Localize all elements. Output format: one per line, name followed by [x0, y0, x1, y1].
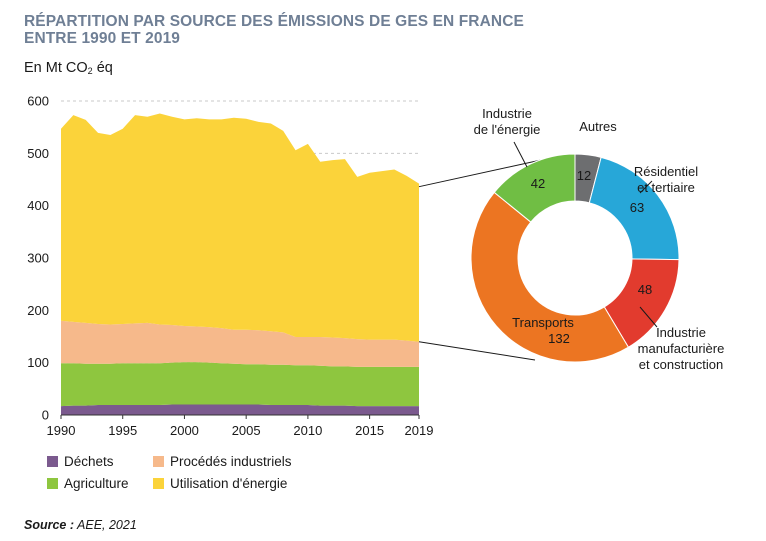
donut-value-industrie_energie: 42: [531, 176, 545, 191]
legend-swatch-dechets: [47, 455, 58, 467]
leader-line-residentiel: [639, 180, 653, 194]
area-series-procedes: [61, 320, 419, 367]
donut-label-transports: Transports: [512, 315, 574, 330]
legend-item-dechets: Déchets: [47, 453, 153, 469]
donut-label-residentiel: Résidentiel et tertiaire: [634, 164, 698, 195]
donut-labels: 12 63 48 132 42 Autres Résidentiel et tertiaire…: [474, 106, 725, 372]
legend-label-agriculture: Agriculture: [64, 475, 129, 491]
donut-label-industrie_manuf: Industrie manufacturière et construction: [638, 325, 725, 372]
legend-swatch-energie: [153, 477, 164, 489]
donut-value-transports: 132: [548, 331, 570, 346]
y-tick-label-200: 200: [27, 303, 49, 318]
legend-item-energie: Utilisation d'énergie: [153, 475, 333, 491]
x-tick-label-1995: 1995: [108, 423, 137, 438]
legend-label-energie: Utilisation d'énergie: [170, 475, 288, 491]
connector-lines: [418, 159, 542, 361]
y-tick-label-400: 400: [27, 198, 49, 213]
x-tick-label-2015: 2015: [355, 423, 384, 438]
y-tick-label-500: 500: [27, 146, 49, 161]
x-tick-label-2010: 2010: [293, 423, 322, 438]
x-tick-label-2019: 2019: [405, 423, 434, 438]
unit-label: En Mt CO2 éq: [24, 60, 113, 76]
x-tick-label-2000: 2000: [170, 423, 199, 438]
stacked-area-series: [61, 113, 419, 415]
donut-value-residentiel: 63: [630, 200, 644, 215]
y-tick-label-300: 300: [27, 251, 49, 266]
chart-title-line-2: ENTRE 1990 ET 2019: [24, 30, 181, 47]
area-series-dechets: [61, 404, 419, 415]
y-tick-label-0: 0: [42, 408, 49, 423]
area-series-energie: [61, 113, 419, 342]
source-note: Source : AEE, 2021: [24, 518, 137, 532]
leader-line-industrie_manuf: [639, 306, 658, 328]
legend-item-procedes: Procédés industriels: [153, 453, 333, 469]
leader-line-industrie_energie: [513, 141, 528, 168]
legend-item-agriculture: Agriculture: [47, 475, 153, 491]
legend: Déchets Procédés industriels Agriculture…: [47, 453, 347, 491]
chart-title: RÉPARTITION PAR SOURCE DES ÉMISSIONS DE …: [24, 13, 524, 47]
donut-value-autres: 12: [577, 168, 591, 183]
area-series-agriculture: [61, 362, 419, 407]
donut-label-industrie_energie: Industrie de l'énergie: [474, 106, 541, 137]
donut-chart: [470, 153, 680, 363]
x-tick-label-1990: 1990: [47, 423, 76, 438]
legend-label-dechets: Déchets: [64, 453, 114, 469]
legend-label-procedes: Procédés industriels: [170, 453, 292, 469]
chart-title-line-1: RÉPARTITION PAR SOURCE DES ÉMISSIONS DE …: [24, 13, 524, 30]
y-tick-label-600: 600: [27, 94, 49, 109]
connector-line-bottom: [418, 341, 536, 361]
connector-line-top: [418, 159, 542, 188]
donut-label-autres: Autres: [579, 119, 617, 134]
legend-swatch-procedes: [153, 455, 164, 467]
donut-slice-transports: [470, 191, 630, 363]
axes: 1990 1995 2000 2005 2010 2015 2019 0 100 200 300 40…: [27, 94, 433, 439]
y-tick-label-100: 100: [27, 355, 49, 370]
donut-slice-industrie_energie: [493, 153, 576, 223]
x-tick-label-2005: 2005: [232, 423, 261, 438]
legend-swatch-agriculture: [47, 477, 58, 489]
donut-value-industrie_manuf: 48: [638, 282, 652, 297]
